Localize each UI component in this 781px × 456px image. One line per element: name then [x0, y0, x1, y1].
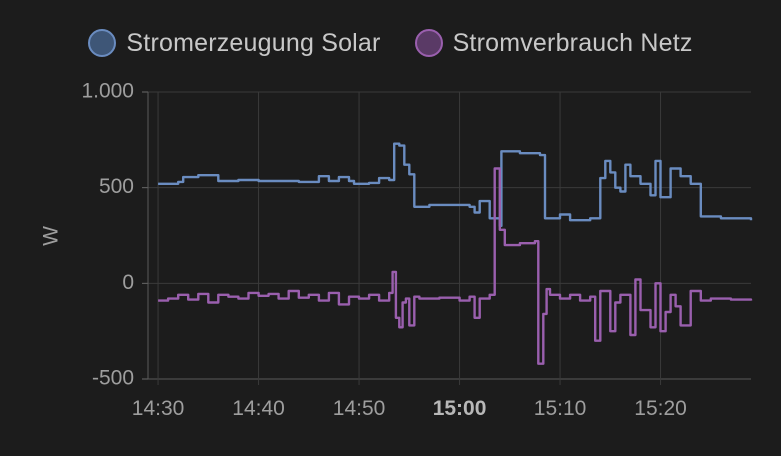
y-tick-label: 1.000 — [81, 80, 134, 103]
y-axis-ticks: 1.000 500 0 -500 — [81, 80, 134, 390]
legend-item-netz[interactable]: Stromverbrauch Netz — [414, 28, 693, 58]
y-tick-label: -500 — [92, 367, 134, 390]
series-line-solar — [158, 142, 753, 228]
x-tick-label: 14:50 — [333, 397, 386, 420]
legend-label-netz: Stromverbrauch Netz — [452, 28, 693, 57]
x-tick-label: 15:10 — [534, 397, 587, 420]
x-tick-label: 15:00 — [433, 397, 487, 420]
chart-series — [158, 142, 753, 365]
series-line-netz — [158, 167, 753, 365]
x-tick-label: 14:30 — [132, 397, 185, 420]
y-axis-label: W — [40, 226, 63, 246]
y-tick-label: 0 — [122, 271, 134, 294]
y-tick-label: 500 — [99, 175, 134, 198]
legend-swatch-netz — [414, 29, 443, 57]
legend-swatch-solar — [88, 29, 117, 57]
chart-grid — [142, 91, 751, 385]
chart-legend: Stromerzeugung Solar Stromverbrauch Netz — [0, 24, 781, 62]
legend-label-solar: Stromerzeugung Solar — [126, 28, 381, 57]
x-tick-label: 14:40 — [232, 397, 285, 420]
x-tick-label: 15:20 — [634, 397, 687, 420]
legend-item-solar[interactable]: Stromerzeugung Solar — [88, 29, 380, 58]
x-axis-ticks: 14:30 14:40 14:50 15:00 15:10 15:20 — [132, 397, 687, 420]
